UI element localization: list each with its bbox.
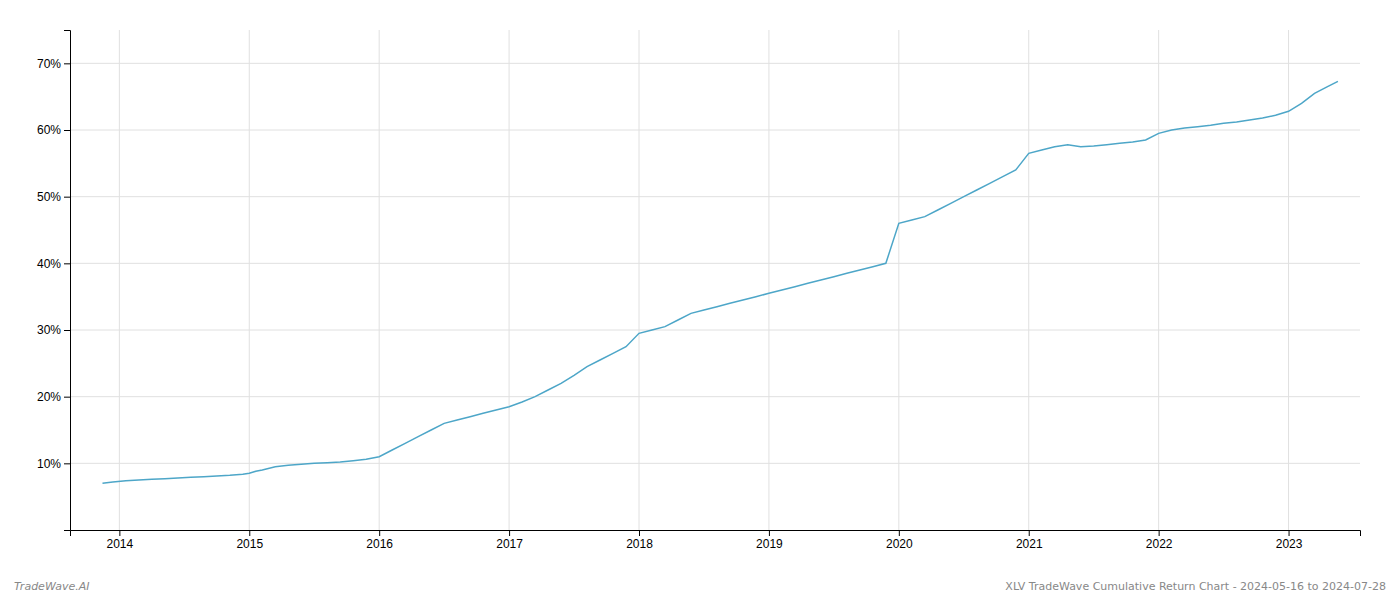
y-tick-label: 10% (37, 457, 61, 471)
grid-line-x (509, 30, 510, 530)
x-tick-label: 2015 (236, 537, 263, 551)
y-tick-label: 50% (37, 190, 61, 204)
x-tick-mark (1159, 530, 1160, 536)
grid-line-x (1158, 30, 1159, 530)
grid-line-y (70, 63, 1360, 64)
x-tick: 2015 (236, 530, 263, 551)
footer-left: TradeWave.AI (14, 580, 89, 593)
x-axis-line (71, 531, 1361, 537)
grid-line-x (1028, 30, 1029, 530)
y-tick: 50% (37, 190, 70, 204)
grid-line-y (70, 130, 1360, 131)
grid (70, 30, 1360, 530)
grid-line-x (379, 30, 380, 530)
x-tick-mark (119, 530, 120, 536)
grid-line-x (119, 30, 120, 530)
x-tick-mark (769, 530, 770, 536)
y-tick-mark (64, 130, 70, 131)
x-tick: 2014 (107, 530, 134, 551)
marks (102, 81, 1337, 483)
plot: 2014 2015 2016 2017 2018 2019 2020 2021 2022 2023… (37, 30, 1361, 551)
x-tick: 2021 (1016, 530, 1043, 551)
x-tick-label: 2022 (1146, 537, 1173, 551)
line (102, 81, 1337, 483)
x-tick-label: 2014 (107, 537, 134, 551)
grid-line-x (1288, 30, 1289, 530)
grid-line-y (70, 463, 1360, 464)
y-tick-label: 40% (37, 257, 61, 271)
y-tick-mark (64, 63, 70, 64)
x-tick: 2018 (626, 530, 653, 551)
y-tick-mark (64, 330, 70, 331)
x-tick-mark (249, 530, 250, 536)
y-tick-mark (64, 197, 70, 198)
x-tick-mark (639, 530, 640, 536)
y-tick-mark (64, 263, 70, 264)
grid-line-x (768, 30, 769, 530)
y-tick-label: 30% (37, 323, 61, 337)
grid-line-y (70, 330, 1360, 331)
x-tick-label: 2017 (496, 537, 523, 551)
x-tick-mark (1029, 530, 1030, 536)
x-tick-mark (899, 530, 900, 536)
y-tick: 60% (37, 123, 70, 137)
x-tick: 2022 (1146, 530, 1173, 551)
grid-line-x (898, 30, 899, 530)
y-axis: 10% 20% 30% 40% 50% 60% 70% (37, 31, 71, 531)
y-tick: 10% (37, 457, 70, 471)
x-tick: 2019 (756, 530, 783, 551)
x-tick-mark (1289, 530, 1290, 536)
x-tick: 2016 (366, 530, 393, 551)
grid-line-y (70, 263, 1360, 264)
y-tick-mark (64, 463, 70, 464)
x-axis: 2014 2015 2016 2017 2018 2019 2020 2021 2022 2023 (71, 530, 1361, 551)
x-tick-label: 2018 (626, 537, 653, 551)
y-tick: 70% (37, 57, 70, 71)
x-tick-mark (509, 530, 510, 536)
footer-right: XLV TradeWave Cumulative Return Chart - … (1005, 580, 1386, 593)
x-tick: 2020 (886, 530, 913, 551)
grid-line-y (70, 396, 1360, 397)
grid-line-x (639, 30, 640, 530)
y-tick: 30% (37, 323, 70, 337)
y-tick-label: 60% (37, 123, 61, 137)
y-tick: 40% (37, 257, 70, 271)
y-tick-label: 70% (37, 57, 61, 71)
x-tick-label: 2023 (1276, 537, 1303, 551)
annotations: TradeWave.AI XLV TradeWave Cumulative Ret… (14, 580, 1386, 593)
grid-line-y (70, 196, 1360, 197)
chart: 2014 2015 2016 2017 2018 2019 2020 2021 2022 2023… (0, 0, 1400, 600)
y-tick-mark (64, 397, 70, 398)
x-tick-label: 2020 (886, 537, 913, 551)
x-tick-label: 2021 (1016, 537, 1043, 551)
x-tick: 2017 (496, 530, 523, 551)
y-tick: 20% (37, 390, 70, 404)
x-tick-label: 2016 (366, 537, 393, 551)
x-tick-mark (379, 530, 380, 536)
x-tick: 2023 (1276, 530, 1303, 551)
x-tick-label: 2019 (756, 537, 783, 551)
grid-line-x (249, 30, 250, 530)
y-axis-line (64, 31, 71, 531)
y-tick-label: 20% (37, 390, 61, 404)
